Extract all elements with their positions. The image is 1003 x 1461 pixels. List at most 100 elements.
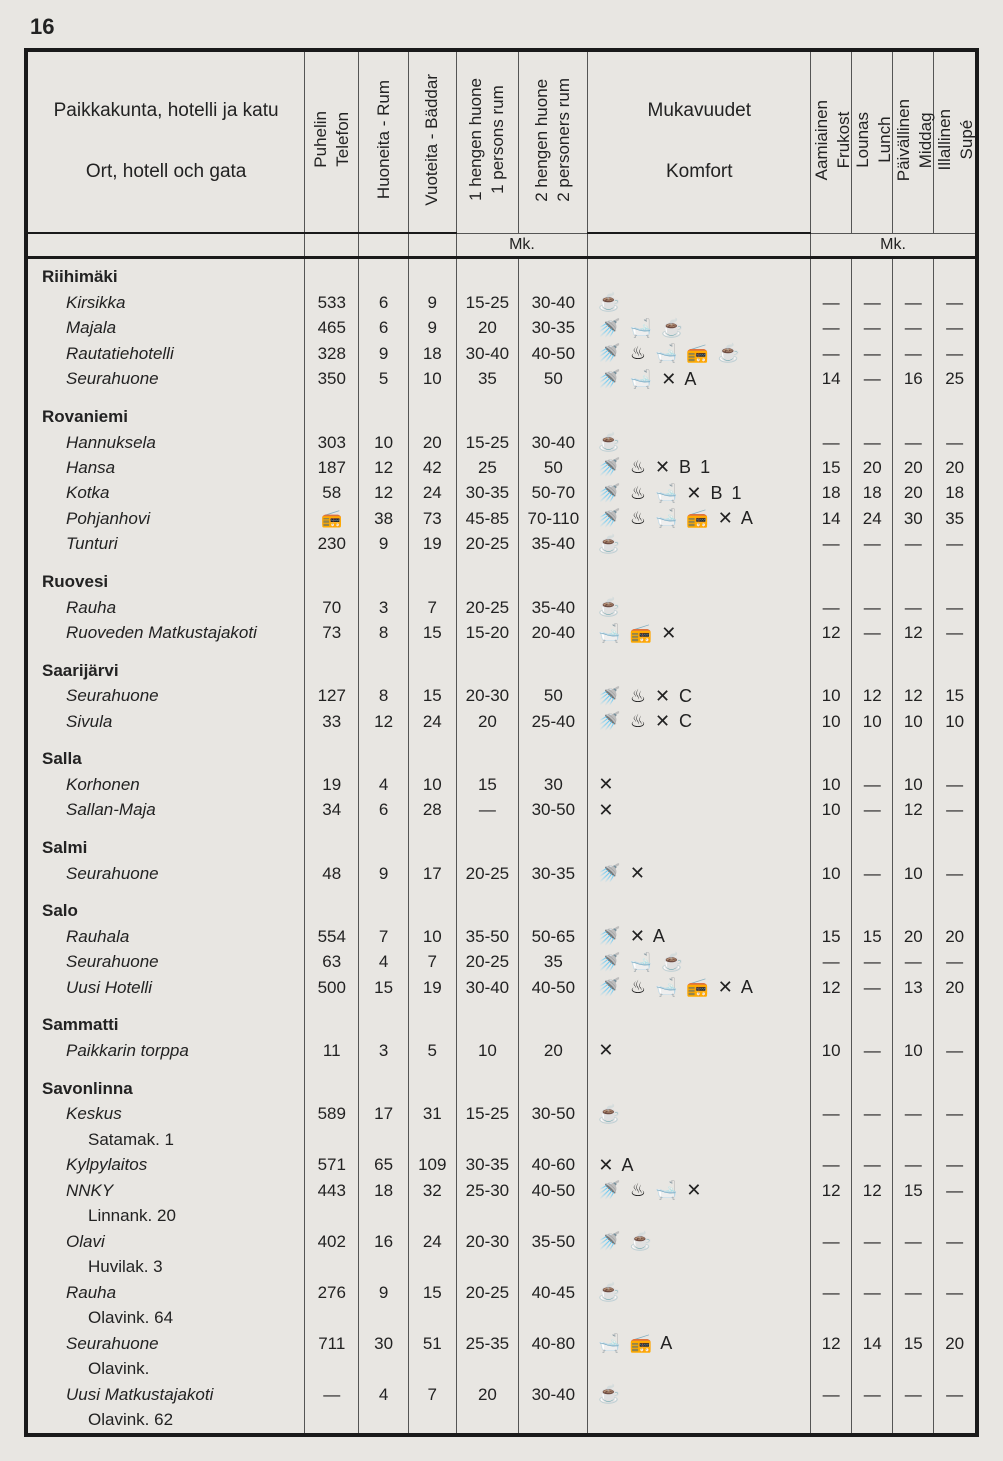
meal1-cell: — bbox=[811, 341, 852, 366]
meal1-cell: 10 bbox=[811, 709, 852, 734]
meal4-cell: — bbox=[934, 1038, 975, 1063]
price2-cell: 30-35 bbox=[519, 861, 588, 886]
table-row: Sammatti bbox=[28, 1007, 975, 1039]
comfort-cell: ✕ bbox=[588, 1038, 811, 1063]
comfort-cell: ☕ bbox=[588, 430, 811, 455]
price1-cell: 25-35 bbox=[456, 1331, 519, 1356]
phone-cell: 70 bbox=[305, 595, 359, 620]
beds-cell: 15 bbox=[409, 1280, 457, 1305]
hotel-table: Paikkakunta, hotelli ja katu Ort, hotell… bbox=[28, 52, 975, 1433]
price1-cell: 15-25 bbox=[456, 1101, 519, 1126]
hotel-name: Seurahuone bbox=[28, 367, 305, 392]
price1-cell: 30-40 bbox=[456, 975, 519, 1000]
price2-cell: 35 bbox=[519, 950, 588, 975]
beds-cell: 9 bbox=[409, 290, 457, 315]
th-meal4: Illallinen Supé bbox=[934, 52, 975, 233]
comfort-cell: ☕ bbox=[588, 1101, 811, 1126]
table-row: Savonlinna bbox=[28, 1070, 975, 1102]
rooms-cell: 8 bbox=[359, 620, 409, 645]
hotel-name: Seurahuone bbox=[28, 861, 305, 886]
rooms-cell: 65 bbox=[359, 1152, 409, 1177]
th-meal3: Päivällinen Middag bbox=[893, 52, 934, 233]
meal2-cell: — bbox=[852, 290, 893, 315]
meal3-cell: — bbox=[893, 341, 934, 366]
table-row: Olavink. 62 bbox=[28, 1407, 975, 1433]
rooms-cell: 17 bbox=[359, 1101, 409, 1126]
price1-cell: 20-25 bbox=[456, 1280, 519, 1305]
table-row: Sallan-Maja34628—30-50✕10—12— bbox=[28, 798, 975, 823]
hotel-name: Kotka bbox=[28, 481, 305, 506]
price1-cell: 20-25 bbox=[456, 532, 519, 557]
th-phone: Puhelin Telefon bbox=[305, 52, 359, 233]
price2-cell: 50 bbox=[519, 684, 588, 709]
meal2-cell: — bbox=[852, 975, 893, 1000]
table-row: Kirsikka5336915-2530-40☕———— bbox=[28, 290, 975, 315]
table-row: Rautatiehotelli32891830-4040-50🚿 ♨ 🛁 📻 ☕… bbox=[28, 341, 975, 366]
comfort-cell: 🚿 ♨ 🛁 📻 ☕ bbox=[588, 341, 811, 366]
meal4-cell: — bbox=[934, 1229, 975, 1254]
hotel-name: Seurahuone bbox=[28, 1331, 305, 1356]
hotel-name: Uusi Matkustajakoti bbox=[28, 1382, 305, 1407]
price1-cell: 45-85 bbox=[456, 506, 519, 531]
price1-cell: 20 bbox=[456, 1382, 519, 1407]
price2-cell: 35-50 bbox=[519, 1229, 588, 1254]
meal3-cell: — bbox=[893, 1382, 934, 1407]
rooms-cell: 15 bbox=[359, 975, 409, 1000]
meal3-cell: 20 bbox=[893, 481, 934, 506]
rooms-cell: 8 bbox=[359, 684, 409, 709]
hotel-name: Kirsikka bbox=[28, 290, 305, 315]
meal2-cell: — bbox=[852, 1101, 893, 1126]
price2-cell: 50 bbox=[519, 455, 588, 480]
meal2-cell: — bbox=[852, 861, 893, 886]
phone-cell: 443 bbox=[305, 1178, 359, 1203]
meal4-cell: — bbox=[934, 861, 975, 886]
price2-cell: 50-65 bbox=[519, 924, 588, 949]
phone-cell: 589 bbox=[305, 1101, 359, 1126]
table-row: Huvilak. 3 bbox=[28, 1254, 975, 1279]
comfort-cell: 🚿 ♨ ✕ C bbox=[588, 709, 811, 734]
table-row: Pohjanhovi📻387345-8570-110🚿 ♨ 🛁 📻 ✕ A142… bbox=[28, 506, 975, 531]
th-comfort: Mukavuudet Komfort bbox=[588, 52, 811, 233]
price1-cell: 15 bbox=[456, 772, 519, 797]
city-name: Ruovesi bbox=[28, 563, 305, 595]
th-meal2: Lounas Lunch bbox=[852, 52, 893, 233]
table-body: RiihimäkiKirsikka5336915-2530-40☕————Maj… bbox=[28, 257, 975, 1433]
meal2-cell: 14 bbox=[852, 1331, 893, 1356]
price1-cell: 35-50 bbox=[456, 924, 519, 949]
comfort-cell: ☕ bbox=[588, 595, 811, 620]
beds-cell: 18 bbox=[409, 341, 457, 366]
phone-cell: 402 bbox=[305, 1229, 359, 1254]
price1-cell: 15-20 bbox=[456, 620, 519, 645]
meal2-cell: — bbox=[852, 595, 893, 620]
price2-cell: 40-50 bbox=[519, 341, 588, 366]
comfort-cell: 🚿 🛁 ☕ bbox=[588, 950, 811, 975]
price2-cell: 25-40 bbox=[519, 709, 588, 734]
meal1-cell: — bbox=[811, 1101, 852, 1126]
rooms-cell: 12 bbox=[359, 709, 409, 734]
city-name: Saarijärvi bbox=[28, 652, 305, 684]
hotel-name: Hansa bbox=[28, 455, 305, 480]
price1-cell: 20 bbox=[456, 709, 519, 734]
meal4-cell: 35 bbox=[934, 506, 975, 531]
rooms-cell: 10 bbox=[359, 430, 409, 455]
price2-cell: 30 bbox=[519, 772, 588, 797]
table-row: Kylpylaitos5716510930-3540-60✕ A———— bbox=[28, 1152, 975, 1177]
city-name: Salmi bbox=[28, 829, 305, 861]
phone-cell: 58 bbox=[305, 481, 359, 506]
phone-cell: 187 bbox=[305, 455, 359, 480]
rooms-cell: 16 bbox=[359, 1229, 409, 1254]
price2-cell: 35-40 bbox=[519, 595, 588, 620]
th-price2: 2 hengen huone 2 personers rum bbox=[519, 52, 588, 233]
city-name: Riihimäki bbox=[28, 257, 305, 290]
meal1-cell: — bbox=[811, 1280, 852, 1305]
hotel-name: Sivula bbox=[28, 709, 305, 734]
hotel-name: Paikkarin torppa bbox=[28, 1038, 305, 1063]
table-row: Olavink. bbox=[28, 1356, 975, 1381]
rooms-cell: 7 bbox=[359, 924, 409, 949]
table-row: Salo bbox=[28, 893, 975, 925]
meal2-cell: — bbox=[852, 1229, 893, 1254]
comfort-cell: ☕ bbox=[588, 290, 811, 315]
price2-cell: 20 bbox=[519, 1038, 588, 1063]
beds-cell: 7 bbox=[409, 595, 457, 620]
meal4-cell: 20 bbox=[934, 924, 975, 949]
